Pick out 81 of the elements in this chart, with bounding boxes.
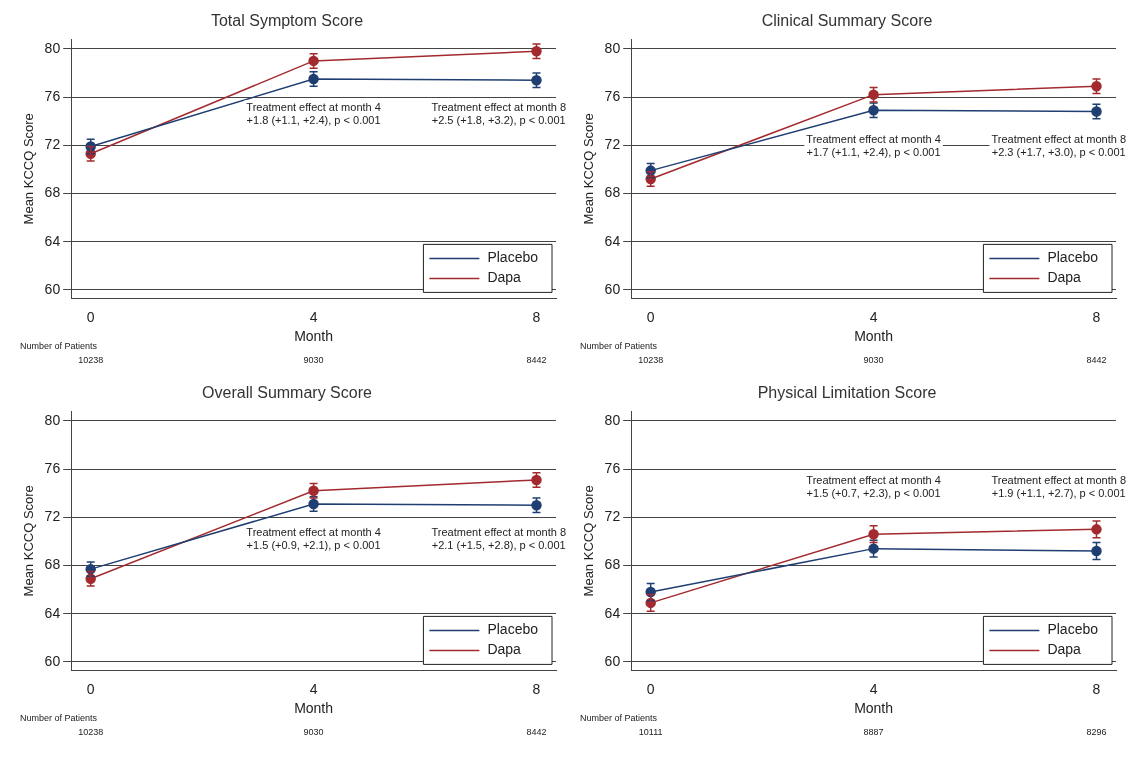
y-tick-label: 60 — [604, 280, 621, 297]
y-tick-label: 64 — [604, 604, 621, 621]
annotation: Treatment effect at month 8 +2.3 (+1.7, +3.0), p < 0.001 — [991, 132, 1126, 158]
x-tick-label: 8 — [1092, 680, 1101, 697]
legend-label: Dapa — [1047, 269, 1082, 286]
legend-label: Dapa — [487, 641, 522, 658]
point — [1091, 524, 1102, 535]
y-tick-label: 76 — [44, 459, 61, 476]
y-tick-label: 72 — [604, 508, 621, 525]
y-tick-label: 76 — [44, 87, 61, 104]
y-tick-label: 76 — [604, 87, 621, 104]
chart-title: Physical Limitation Score — [757, 384, 937, 402]
text: 8887 — [863, 726, 884, 737]
x-axis-title: Month — [294, 700, 334, 717]
y-tick-label: 80 — [44, 411, 61, 428]
text: Number of Patients — [580, 712, 658, 723]
text: 9030 — [303, 726, 324, 737]
text: Number of Patients — [20, 340, 98, 351]
x-tick-label: 4 — [309, 308, 318, 325]
x-tick-label: 0 — [86, 680, 95, 697]
legend-label: Placebo — [1047, 249, 1099, 266]
annotation: Treatment effect at month 4 +1.5 (+0.7, +2.3), p < 0.001 — [806, 474, 941, 500]
text: 10111 — [638, 726, 663, 737]
x-tick-label: 0 — [86, 308, 95, 325]
y-tick-label: 72 — [604, 136, 621, 153]
legend-label: Placebo — [487, 249, 539, 266]
x-tick-label: 0 — [646, 680, 655, 697]
y-tick-label: 64 — [44, 232, 61, 249]
y-tick-label: 72 — [44, 508, 61, 525]
chart-title: Overall Summary Score — [202, 384, 373, 402]
text: 10238 — [638, 354, 664, 365]
text: 10238 — [78, 726, 104, 737]
annotation: Treatment effect at month 8 +2.5 (+1.8, +3.2), p < 0.001 — [431, 101, 566, 127]
text: 8442 — [526, 726, 547, 737]
y-tick-label: 68 — [604, 184, 621, 201]
x-axis-title: Month — [854, 328, 894, 345]
legend-label: Placebo — [487, 621, 539, 638]
legend-label: Dapa — [487, 269, 522, 286]
text: 9030 — [303, 354, 324, 365]
y-tick-label: 64 — [604, 232, 621, 249]
text: 10238 — [78, 354, 104, 365]
chart-title: Total Symptom Score — [210, 12, 364, 30]
y-tick-label: 60 — [44, 652, 61, 669]
y-tick-label: 60 — [44, 280, 61, 297]
x-tick-label: 4 — [309, 680, 318, 697]
x-tick-label: 0 — [646, 308, 655, 325]
y-tick-label: 80 — [44, 39, 61, 56]
y-tick-label: 72 — [44, 136, 61, 153]
x-axis-title: Month — [854, 700, 894, 717]
legend-label: Dapa — [1047, 641, 1082, 658]
x-axis-title: Month — [294, 328, 334, 345]
annotation: Treatment effect at month 4 +1.7 (+1.1, +2.4), p < 0.001 — [806, 132, 941, 158]
text: 9030 — [863, 354, 884, 365]
x-tick-label: 4 — [869, 308, 878, 325]
legend-label: Placebo — [1047, 621, 1099, 638]
annotation: Treatment effect at month 4 +1.8 (+1.1, +2.4), p < 0.001 — [246, 101, 381, 127]
x-tick-label: 8 — [1092, 308, 1101, 325]
y-axis-title: Mean KCCQ Score — [21, 485, 37, 597]
annotation: Treatment effect at month 8 +1.9 (+1.1, +2.7), p < 0.001 — [991, 474, 1126, 500]
y-tick-label: 64 — [44, 604, 61, 621]
text: 8442 — [526, 354, 547, 365]
annotation: Treatment effect at month 4 +1.5 (+0.9, +2.1), p < 0.001 — [246, 526, 381, 552]
chart-title: Clinical Summary Score — [761, 12, 933, 30]
x-tick-label: 8 — [532, 308, 541, 325]
y-tick-label: 80 — [604, 411, 621, 428]
text: 8296 — [1086, 726, 1107, 737]
text: 8442 — [1086, 354, 1107, 365]
x-tick-label: 8 — [532, 680, 541, 697]
y-tick-label: 80 — [604, 39, 621, 56]
annotation: Treatment effect at month 8 +2.1 (+1.5, +2.8), p < 0.001 — [431, 526, 566, 552]
y-tick-label: 60 — [604, 652, 621, 669]
y-tick-label: 68 — [604, 556, 621, 573]
y-axis-title: Mean KCCQ Score — [581, 113, 597, 225]
x-tick-label: 4 — [869, 680, 878, 697]
text: Number of Patients — [20, 712, 98, 723]
y-axis-title: Mean KCCQ Score — [21, 113, 37, 225]
y-tick-label: 68 — [44, 184, 61, 201]
y-tick-label: 76 — [604, 459, 621, 476]
y-axis-title: Mean KCCQ Score — [581, 485, 597, 597]
y-tick-label: 68 — [44, 556, 61, 573]
text: Number of Patients — [580, 340, 658, 351]
